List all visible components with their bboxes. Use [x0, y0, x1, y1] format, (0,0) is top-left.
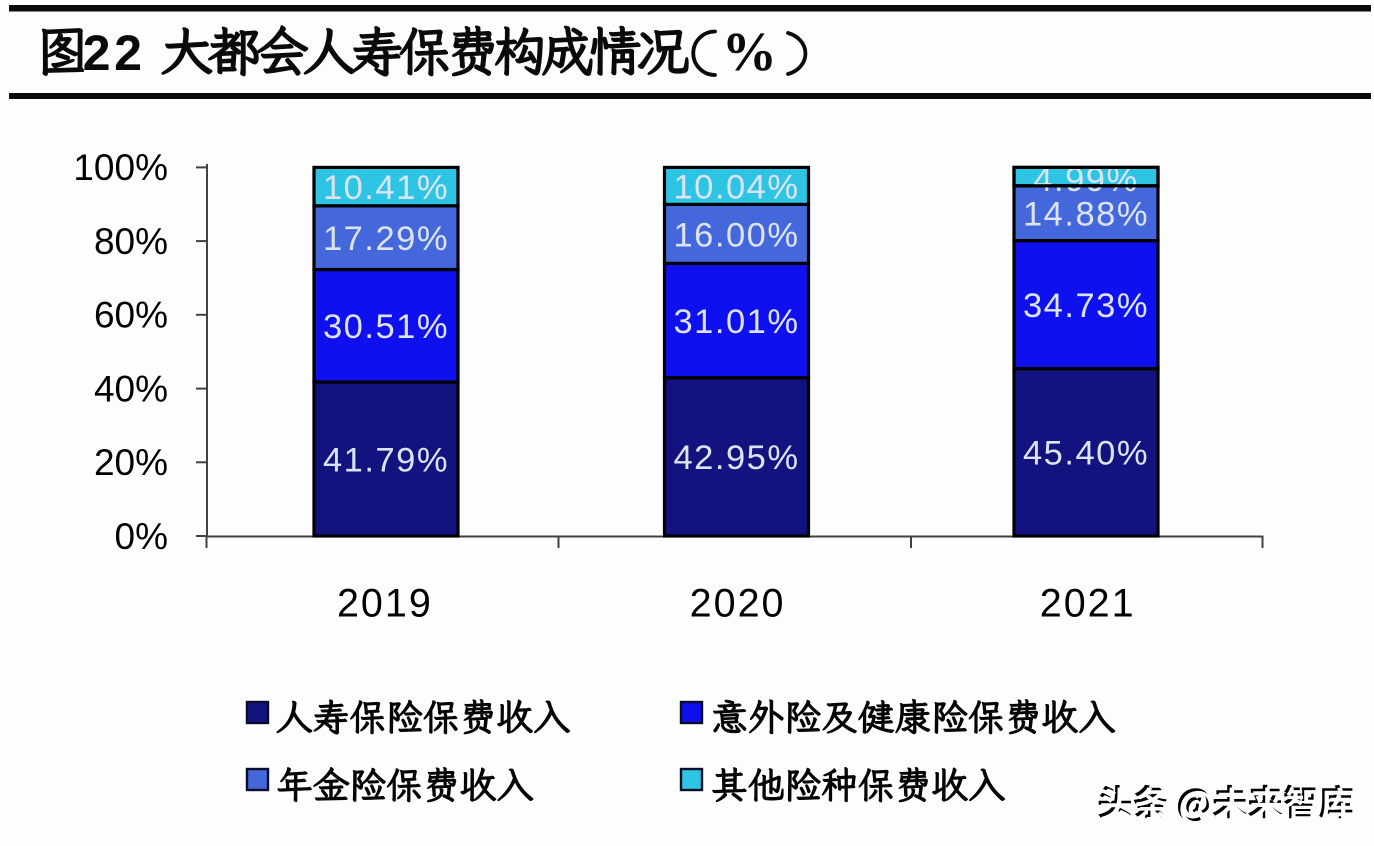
svg-text:34.73%: 34.73% — [1023, 287, 1149, 325]
svg-text:0%: 0% — [115, 516, 168, 557]
svg-text:40%: 40% — [94, 368, 168, 409]
svg-text:17.29%: 17.29% — [323, 220, 449, 258]
svg-text:100%: 100% — [73, 147, 168, 188]
svg-text:10.41%: 10.41% — [323, 169, 449, 207]
svg-text:30.51%: 30.51% — [323, 308, 449, 346]
svg-text:42.95%: 42.95% — [673, 439, 799, 477]
svg-text:16.00%: 16.00% — [673, 216, 799, 254]
svg-text:31.01%: 31.01% — [673, 303, 799, 341]
svg-text:4.99%: 4.99% — [1033, 161, 1138, 199]
svg-text:2021: 2021 — [1040, 582, 1136, 626]
svg-text:60%: 60% — [94, 295, 168, 336]
svg-text:10.04%: 10.04% — [673, 168, 799, 206]
svg-text:20%: 20% — [94, 442, 168, 483]
svg-text:80%: 80% — [94, 221, 168, 262]
svg-text:2019: 2019 — [337, 582, 433, 626]
svg-text:2020: 2020 — [690, 582, 786, 626]
svg-text:14.88%: 14.88% — [1023, 196, 1149, 234]
svg-text:41.79%: 41.79% — [323, 441, 449, 479]
svg-text:45.40%: 45.40% — [1023, 435, 1149, 473]
